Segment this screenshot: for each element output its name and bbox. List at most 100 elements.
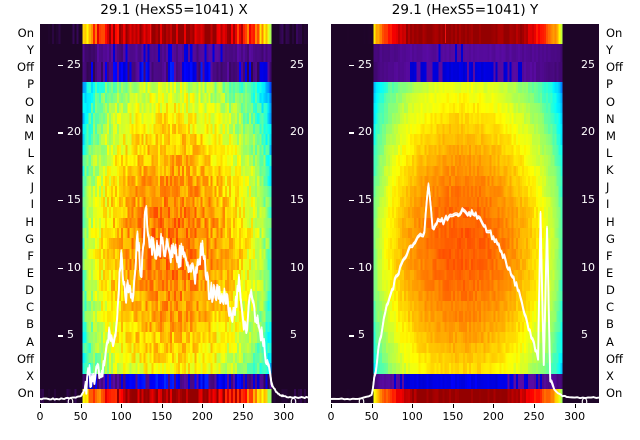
heatmap-band	[331, 248, 599, 260]
ytick-label-inner: 5	[358, 328, 365, 342]
panel-x-heatmap[interactable]	[40, 24, 308, 403]
heatmap-band	[331, 92, 599, 104]
ytick-label-inner-right: 20	[290, 125, 304, 139]
dipole-tick-label-right: E	[606, 266, 614, 280]
dipole-tick-label-right: P	[606, 77, 613, 92]
ytick-mark-inner	[58, 267, 63, 270]
heatmap-band	[40, 186, 308, 197]
heatmap-band	[40, 92, 308, 104]
ytick-mark-inner	[349, 403, 354, 405]
ytick-label-inner-right: 10	[581, 260, 595, 274]
dipole-tick-label-left: L	[27, 146, 34, 160]
dipole-tick-label-left: I	[30, 197, 34, 212]
ytick-label-inner: 10	[67, 260, 81, 274]
overlay-trace-path-secondary	[39, 205, 309, 401]
heatmap-band	[40, 103, 308, 114]
ytick-label-inner-right: 5	[290, 328, 297, 342]
dipole-tick-label-left: On	[17, 386, 34, 400]
dipole-tick-label-right: M	[606, 128, 616, 143]
heatmap-band	[40, 238, 308, 249]
dipole-tick-label-left: X	[26, 368, 34, 383]
ytick-mark-inner	[349, 335, 354, 337]
xtick-label: 250	[232, 410, 254, 423]
heatmap-band	[40, 165, 308, 176]
dipole-tick-label-left: Off	[17, 60, 34, 75]
dipole-tick-label-right: F	[606, 248, 613, 263]
heatmap-band	[40, 43, 308, 62]
heatmap-band	[331, 228, 599, 239]
ytick-label-inner: 25	[358, 57, 372, 71]
heatmap-band	[331, 321, 599, 333]
xtick-label: 100	[401, 410, 423, 423]
xtick-mark	[121, 404, 123, 408]
heatmap-band	[331, 363, 599, 374]
dipole-tick-label-right: H	[606, 214, 615, 229]
xtick-label: 250	[523, 410, 545, 423]
panel-y-heatmap[interactable]	[331, 24, 599, 403]
ytick-label-inner: 10	[358, 260, 372, 274]
heatmap-band	[40, 217, 308, 229]
heatmap-band	[331, 165, 599, 176]
heatmap-band	[331, 186, 599, 197]
heatmap-band	[331, 280, 599, 291]
ytick-mark-inner	[58, 132, 63, 134]
heatmap-band	[40, 389, 308, 403]
heatmap-band	[331, 353, 599, 364]
heatmap-band	[40, 363, 308, 374]
dipole-tick-label-left: Off	[17, 351, 34, 366]
heatmap-band	[40, 259, 308, 270]
xtick-mark	[161, 404, 163, 408]
heatmap-band	[40, 300, 308, 312]
ytick-label-inner-right: 20	[581, 125, 595, 139]
dipole-tick-label-right: G	[606, 231, 615, 246]
xtick-label: 300	[273, 410, 295, 423]
dipole-tick-label-right: C	[606, 300, 615, 315]
panel-x: 29.1 (HexS5=1041) X	[39, 2, 309, 403]
dipole-tick-label-left: F	[27, 248, 34, 263]
heatmap-band	[40, 61, 308, 83]
dipole-tick-label-left: P	[27, 77, 34, 92]
dipole-tick-label-right: Off	[606, 60, 623, 75]
ytick-label-inner: 0	[358, 396, 365, 409]
ytick-label-inner-right: 5	[581, 328, 588, 342]
ytick-mark-inner	[349, 199, 354, 202]
xtick-label: 0	[36, 410, 44, 423]
heatmap-band	[331, 311, 599, 322]
heatmap-band	[331, 373, 599, 390]
heatmap-band	[40, 228, 308, 239]
dipole-tick-label-right: On	[606, 26, 623, 40]
dipole-tick-label-left: K	[26, 163, 34, 178]
xtick-label: 100	[110, 410, 132, 423]
panel-x-title: 29.1 (HexS5=1041) X	[100, 2, 248, 18]
ytick-mark-inner	[58, 335, 63, 337]
heatmap-band	[40, 113, 308, 124]
top-band-marker	[149, 24, 151, 43]
ytick-label-inner: 20	[358, 125, 372, 139]
heatmap-band	[331, 389, 599, 403]
xtick-label: 50	[364, 410, 379, 423]
heatmap-band	[331, 144, 599, 156]
heatmap-band	[331, 196, 599, 208]
dipole-tick-label-right: Y	[606, 43, 614, 58]
ytick-mark-inner	[349, 132, 354, 134]
dipole-tick-label-left: D	[25, 283, 34, 298]
heatmap-band	[331, 43, 599, 62]
ytick-label-inner-right: 0	[290, 396, 297, 409]
xtick-label: 50	[73, 410, 88, 423]
xtick-label: 150	[442, 410, 464, 423]
overlay-trace-path	[39, 207, 309, 401]
dipole-tick-label-right: I	[606, 197, 610, 212]
dipole-tick-label-left: A	[26, 334, 34, 349]
ytick-label-inner: 25	[67, 57, 81, 71]
xtick-mark	[574, 404, 576, 408]
top-band-marker	[444, 24, 446, 43]
heatmap-band	[40, 332, 308, 343]
dipole-tick-label-left: G	[25, 231, 34, 246]
ytick-mark-inner	[349, 267, 354, 270]
ytick-label-inner: 15	[67, 192, 81, 206]
dipole-tick-label-right: On	[606, 386, 623, 400]
xtick-mark	[452, 404, 454, 408]
ytick-label-inner: 0	[67, 396, 74, 409]
heatmap-band	[331, 82, 599, 93]
